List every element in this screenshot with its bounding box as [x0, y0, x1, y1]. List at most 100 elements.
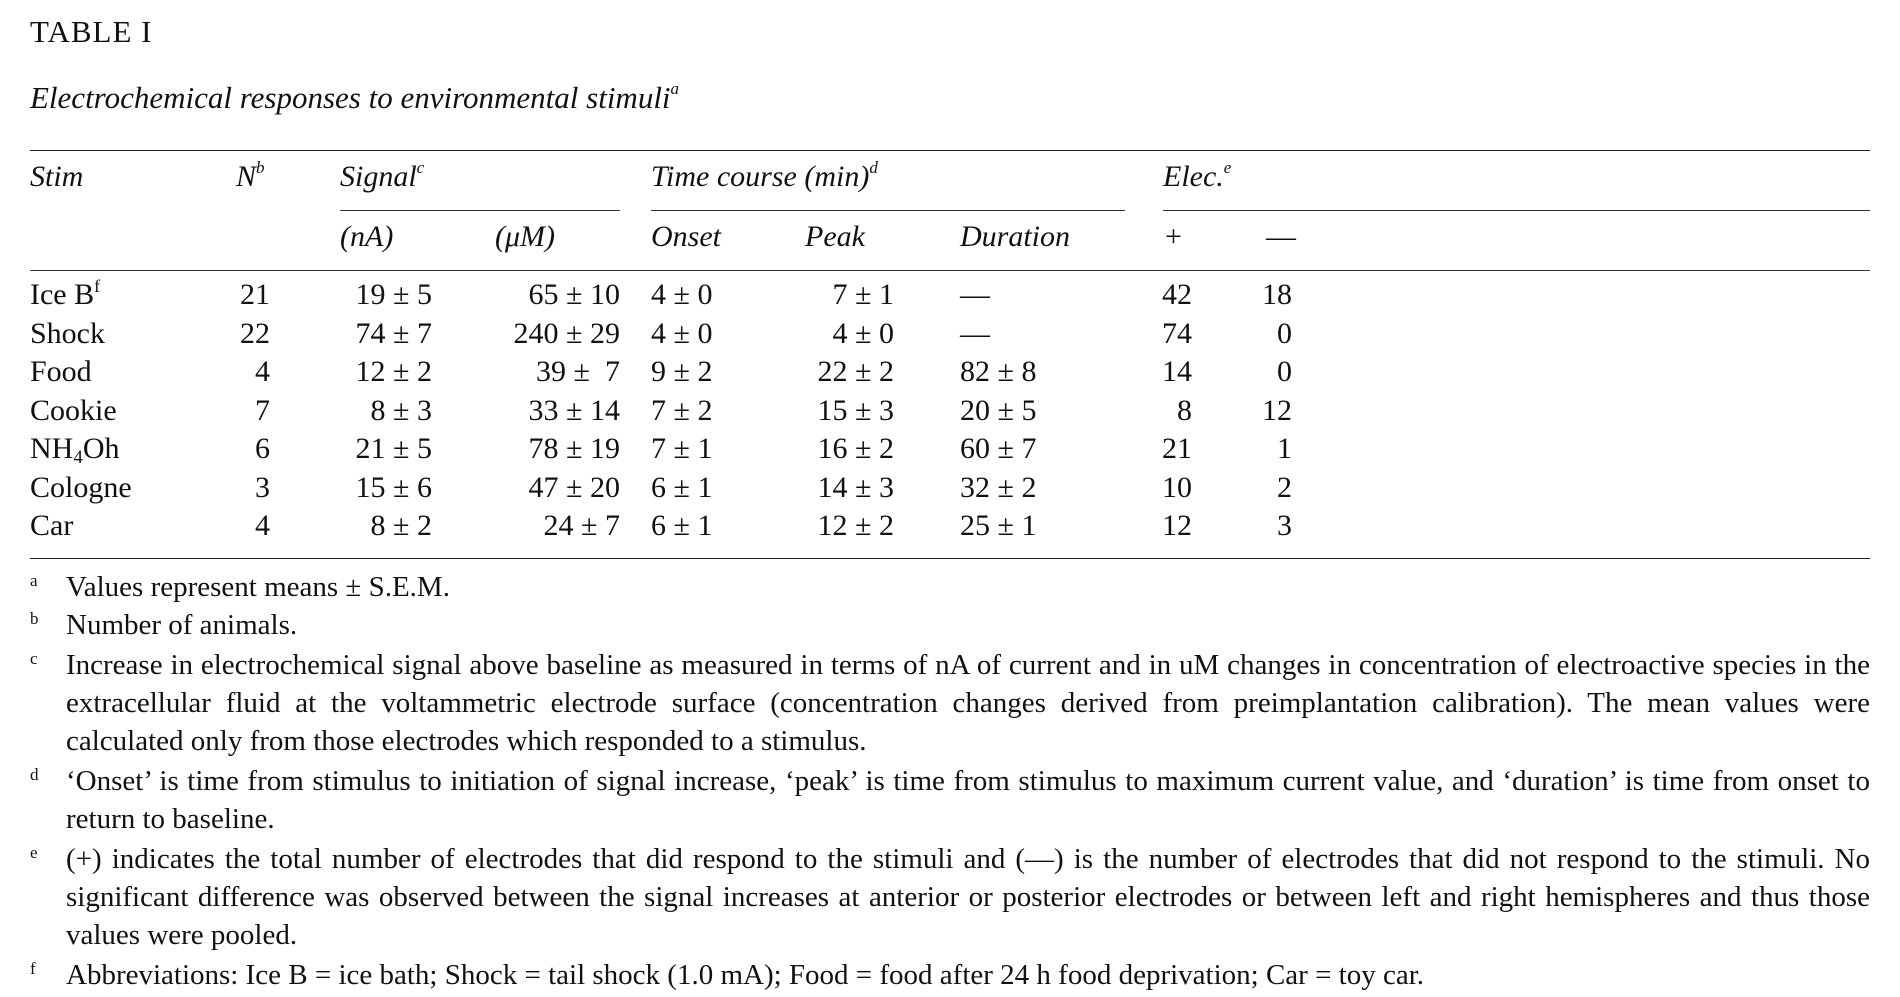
- cell-signal-um: 47 ± 20: [528, 470, 620, 504]
- cell-elec-minus: 1: [1277, 432, 1292, 465]
- header-signal-na-label: (nA): [340, 220, 394, 253]
- cell-onset: 7 ± 2: [651, 393, 713, 427]
- cell-stim: Cologne: [30, 469, 132, 507]
- cell-stim: Ice Bf: [30, 276, 100, 314]
- footnote-text: Number of animals.: [66, 609, 298, 641]
- cell-onset: 6 ± 1: [651, 470, 713, 504]
- footnote-text: (+) indicates the total number of electr…: [66, 843, 1870, 951]
- footnote-marker: f: [30, 959, 36, 978]
- cell-n: 7: [255, 393, 270, 427]
- cell-onset: 6 ± 1: [651, 509, 713, 542]
- header-n: Nb: [236, 158, 265, 194]
- footnote-d: d ‘Onset’ is time from stimulus to initia…: [30, 762, 1870, 838]
- header-signal-marker: c: [416, 158, 425, 177]
- cell-peak: 4 ± 0: [832, 316, 894, 350]
- table-header-rule: [30, 270, 1870, 271]
- header-peak-label: Peak: [805, 220, 865, 253]
- cell-signal-um: 240 ± 29: [513, 316, 620, 350]
- footnote-marker: d: [30, 765, 39, 784]
- header-elec-label: Elec.: [1163, 160, 1224, 193]
- stim-text: Food: [30, 355, 92, 388]
- cell-signal-na: 12 ± 2: [355, 355, 432, 388]
- header-elec-marker: e: [1223, 158, 1232, 177]
- cell-n: 21: [240, 278, 270, 311]
- footnote-e: e (+) indicates the total number of elect…: [30, 840, 1870, 954]
- cell-stim: Food: [30, 353, 92, 391]
- cell-signal-um: 65 ± 10: [528, 278, 620, 311]
- caption-footnote-marker: a: [670, 79, 680, 98]
- stim-text: NH: [30, 432, 74, 465]
- header-onset-label: Onset: [651, 220, 721, 253]
- header-duration: Duration: [960, 220, 1070, 254]
- cell-signal-na: 21 ± 5: [355, 432, 432, 465]
- header-stim: Stim: [30, 160, 83, 194]
- cell-duration: 20 ± 5: [960, 393, 1037, 427]
- cell-signal-na: 19 ± 5: [355, 278, 432, 311]
- cell-onset: 4 ± 0: [651, 278, 713, 311]
- header-signal: Signalc: [340, 158, 425, 194]
- cell-signal-na: 15 ± 6: [355, 470, 432, 504]
- cell-stim: Car: [30, 507, 73, 545]
- cell-n: 3: [255, 470, 270, 504]
- cell-signal-um: 39 ± 7: [536, 355, 620, 388]
- elec-group-rule: [1163, 210, 1870, 211]
- cell-peak: 14 ± 3: [817, 470, 894, 504]
- cell-elec-plus: 8: [1177, 393, 1192, 427]
- cell-stim: Shock: [30, 315, 105, 353]
- cell-signal-um: 24 ± 7: [543, 509, 620, 542]
- cell-signal-na: 8 ± 3: [370, 393, 432, 427]
- table-caption: Electrochemical responses to environment…: [30, 80, 679, 116]
- cell-duration: —: [960, 278, 990, 311]
- stim-text: Cologne: [30, 470, 132, 504]
- cell-elec-minus: 18: [1262, 278, 1292, 311]
- stim-footnote-marker: f: [94, 276, 101, 296]
- footnote-f: f Abbreviations: Ice B = ice bath; Shock …: [30, 956, 1870, 994]
- cell-peak: 15 ± 3: [817, 393, 894, 427]
- header-elec-plus: +: [1165, 220, 1182, 254]
- cell-elec-plus: 12: [1162, 509, 1192, 542]
- header-n-label: N: [236, 160, 257, 193]
- cell-elec-plus: 42: [1162, 278, 1192, 311]
- footnote-marker: e: [30, 843, 38, 862]
- cell-duration: 60 ± 7: [960, 432, 1037, 465]
- header-time-course-marker: d: [869, 158, 878, 177]
- footnote-c: c Increase in electrochemical signal abov…: [30, 646, 1870, 760]
- header-duration-label: Duration: [960, 220, 1071, 253]
- header-elec: Elec.e: [1163, 158, 1232, 194]
- header-elec-plus-label: +: [1165, 220, 1182, 253]
- header-signal-um: (μM): [495, 220, 555, 254]
- cell-n: 22: [240, 316, 270, 350]
- header-onset: Onset: [651, 220, 721, 254]
- header-n-marker: b: [256, 158, 265, 177]
- footnote-a: a Values represent means ± S.E.M.: [30, 568, 1870, 606]
- footnote-text: Values represent means ± S.E.M.: [66, 571, 450, 603]
- cell-duration: 32 ± 2: [960, 470, 1037, 504]
- cell-elec-minus: 0: [1277, 355, 1292, 388]
- cell-elec-plus: 10: [1162, 470, 1192, 504]
- cell-signal-um: 33 ± 14: [528, 393, 620, 427]
- cell-peak: 12 ± 2: [817, 509, 894, 542]
- footnote-marker: c: [30, 649, 38, 668]
- cell-peak: 22 ± 2: [817, 355, 894, 388]
- stim-text: Oh: [82, 432, 120, 465]
- cell-stim: Cookie: [30, 392, 117, 430]
- header-signal-na: (nA): [340, 220, 393, 254]
- footnote-text: ‘Onset’ is time from stimulus to initiat…: [66, 765, 1870, 835]
- footnote-marker: a: [30, 571, 38, 590]
- cell-n: 6: [255, 432, 270, 465]
- stim-text: Ice B: [30, 278, 95, 311]
- cell-elec-minus: 3: [1277, 509, 1292, 542]
- header-stim-label: Stim: [30, 160, 84, 193]
- header-peak: Peak: [805, 220, 865, 254]
- cell-duration: —: [960, 316, 990, 350]
- signal-group-rule: [340, 210, 620, 211]
- cell-duration: 25 ± 1: [960, 509, 1037, 542]
- header-time-course-label: Time course (min): [651, 160, 870, 193]
- table-bottom-rule: [30, 558, 1870, 559]
- table-top-rule: [30, 150, 1870, 151]
- header-elec-minus: —: [1266, 220, 1296, 254]
- footnote-text: Increase in electrochemical signal above…: [66, 649, 1870, 757]
- header-elec-minus-label: —: [1266, 220, 1296, 253]
- table-label: TABLE I: [30, 14, 153, 49]
